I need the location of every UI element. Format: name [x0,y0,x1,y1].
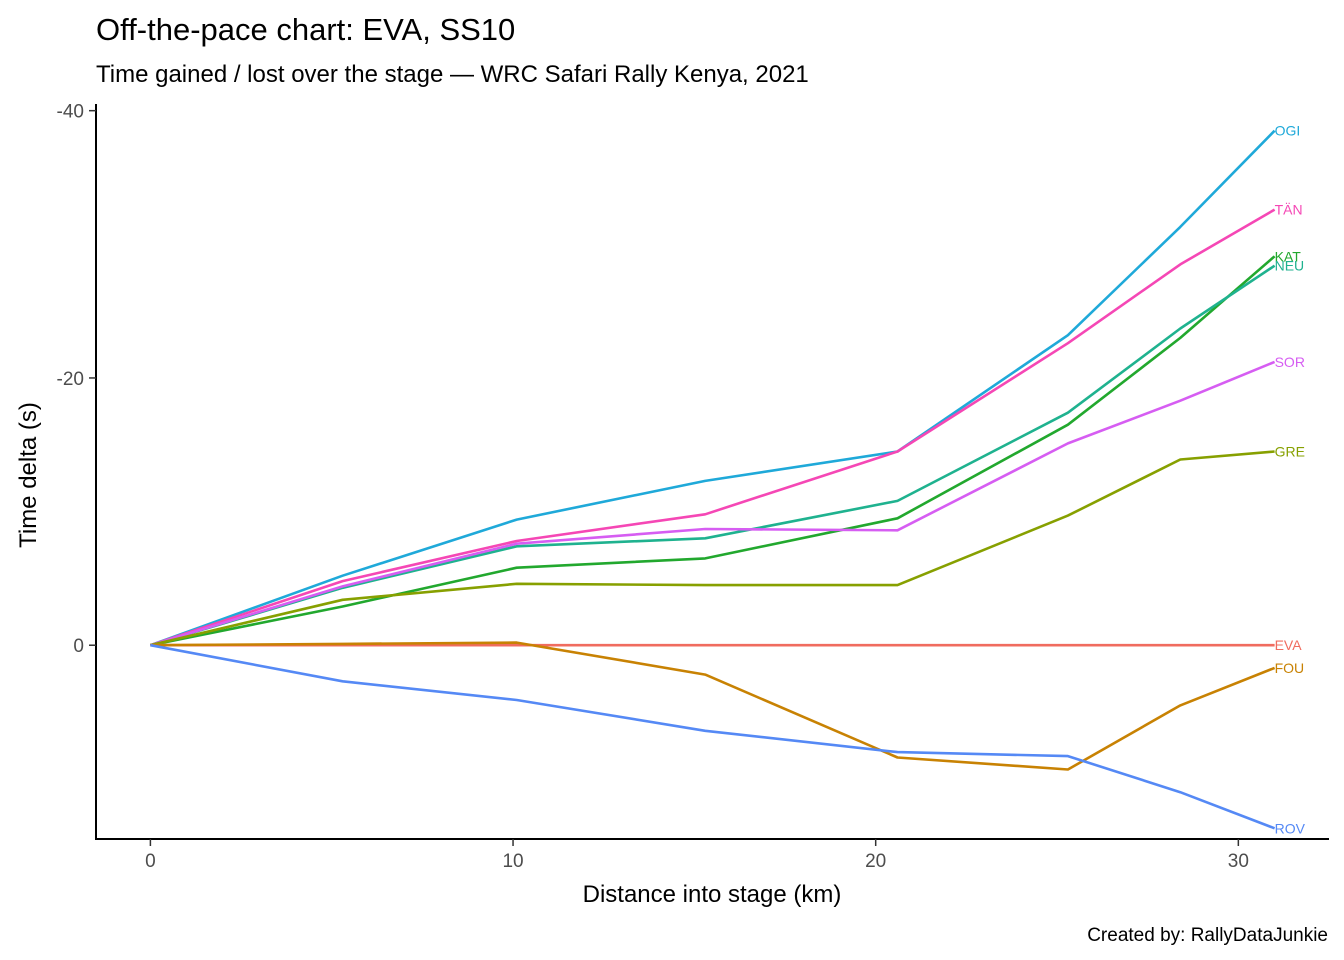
series-line-kat [150,255,1276,647]
x-tick-label: 20 [865,851,886,872]
chart-title: Off-the-pace chart: EVA, SS10 [96,12,515,47]
y-tick-label: 0 [73,636,84,657]
y-tick-label: -20 [57,369,84,390]
series-end-label-fou: FOU [1275,660,1305,676]
y-axis-ticks: -40 -20 0 [57,102,96,657]
series-t-n: TÄN [149,202,1303,647]
series-line-rov [150,643,1276,830]
x-tick-label: 10 [502,851,523,872]
series-line-t-n [149,208,1276,647]
series-kat: KAT [150,248,1302,647]
series-sor: SOR [150,354,1305,647]
series-line-gre [150,450,1275,647]
series-eva: EVA [150,637,1302,653]
series-end-label-eva: EVA [1275,637,1303,653]
chart-caption: Created by: RallyDataJunkie [1087,925,1328,946]
series-line-sor [150,360,1276,647]
series-end-label-rov: ROV [1275,820,1306,836]
series-line-neu [150,264,1276,647]
series-end-label-ogi: OGI [1275,123,1301,139]
series-line-ogi [149,129,1276,647]
series-rov: ROV [150,643,1306,836]
x-tick-label: 0 [145,851,156,872]
series-end-label-t-n: TÄN [1275,202,1303,218]
series-ogi: OGI [149,123,1301,647]
series-end-label-neu: NEU [1275,258,1305,274]
x-axis-title: Distance into stage (km) [583,881,842,908]
x-tick-label: 30 [1228,851,1249,872]
series-end-label-gre: GRE [1275,443,1305,459]
y-axis-title: Time delta (s) [15,402,42,548]
series-end-label-sor: SOR [1275,354,1305,370]
series-fou: FOU [150,641,1305,771]
series-gre: GRE [150,443,1305,647]
series-end-label-kat: KAT [1275,248,1302,264]
chart-subtitle: Time gained / lost over the stage — WRC … [96,61,809,88]
series-neu: NEU [150,258,1305,647]
y-tick-label: -40 [57,102,84,123]
series-line-fou [150,641,1276,771]
x-axis-ticks: 0 10 20 30 [145,839,1249,872]
